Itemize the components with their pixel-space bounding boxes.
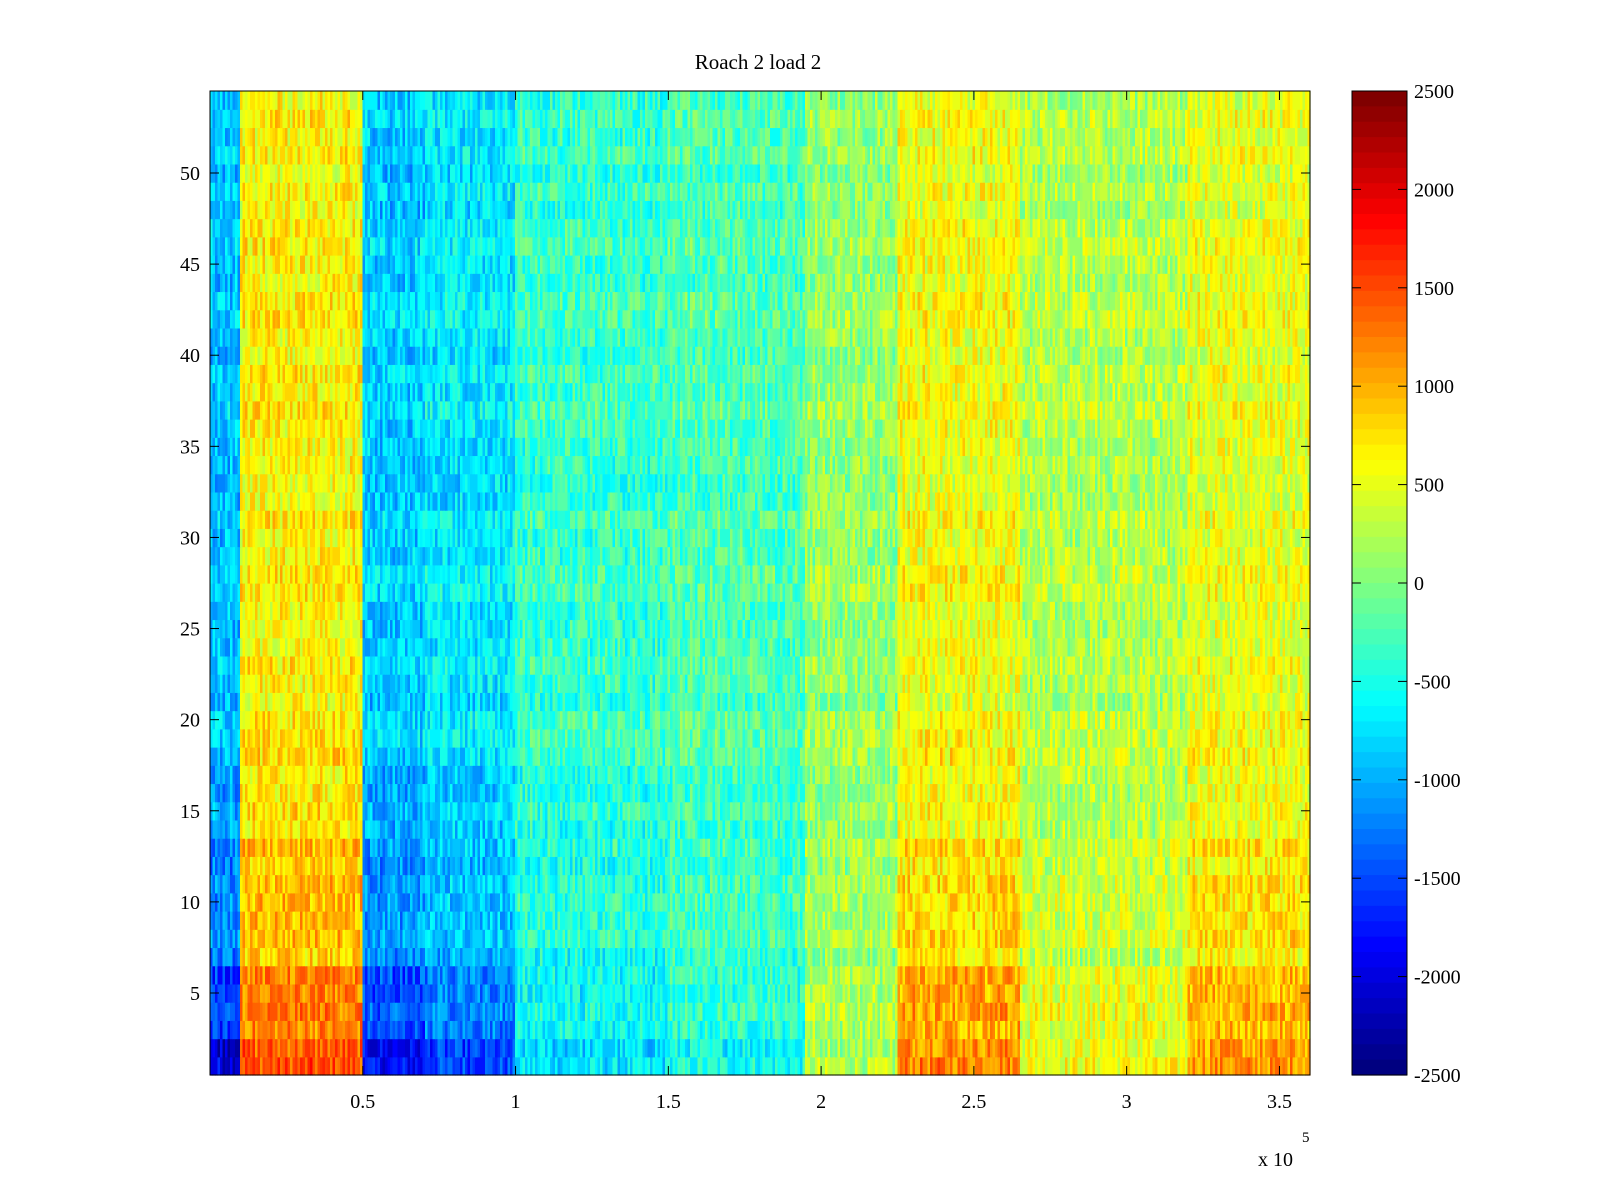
heatmap-cells xyxy=(210,91,1311,1076)
chart-title: Roach 2 load 2 xyxy=(695,50,822,74)
